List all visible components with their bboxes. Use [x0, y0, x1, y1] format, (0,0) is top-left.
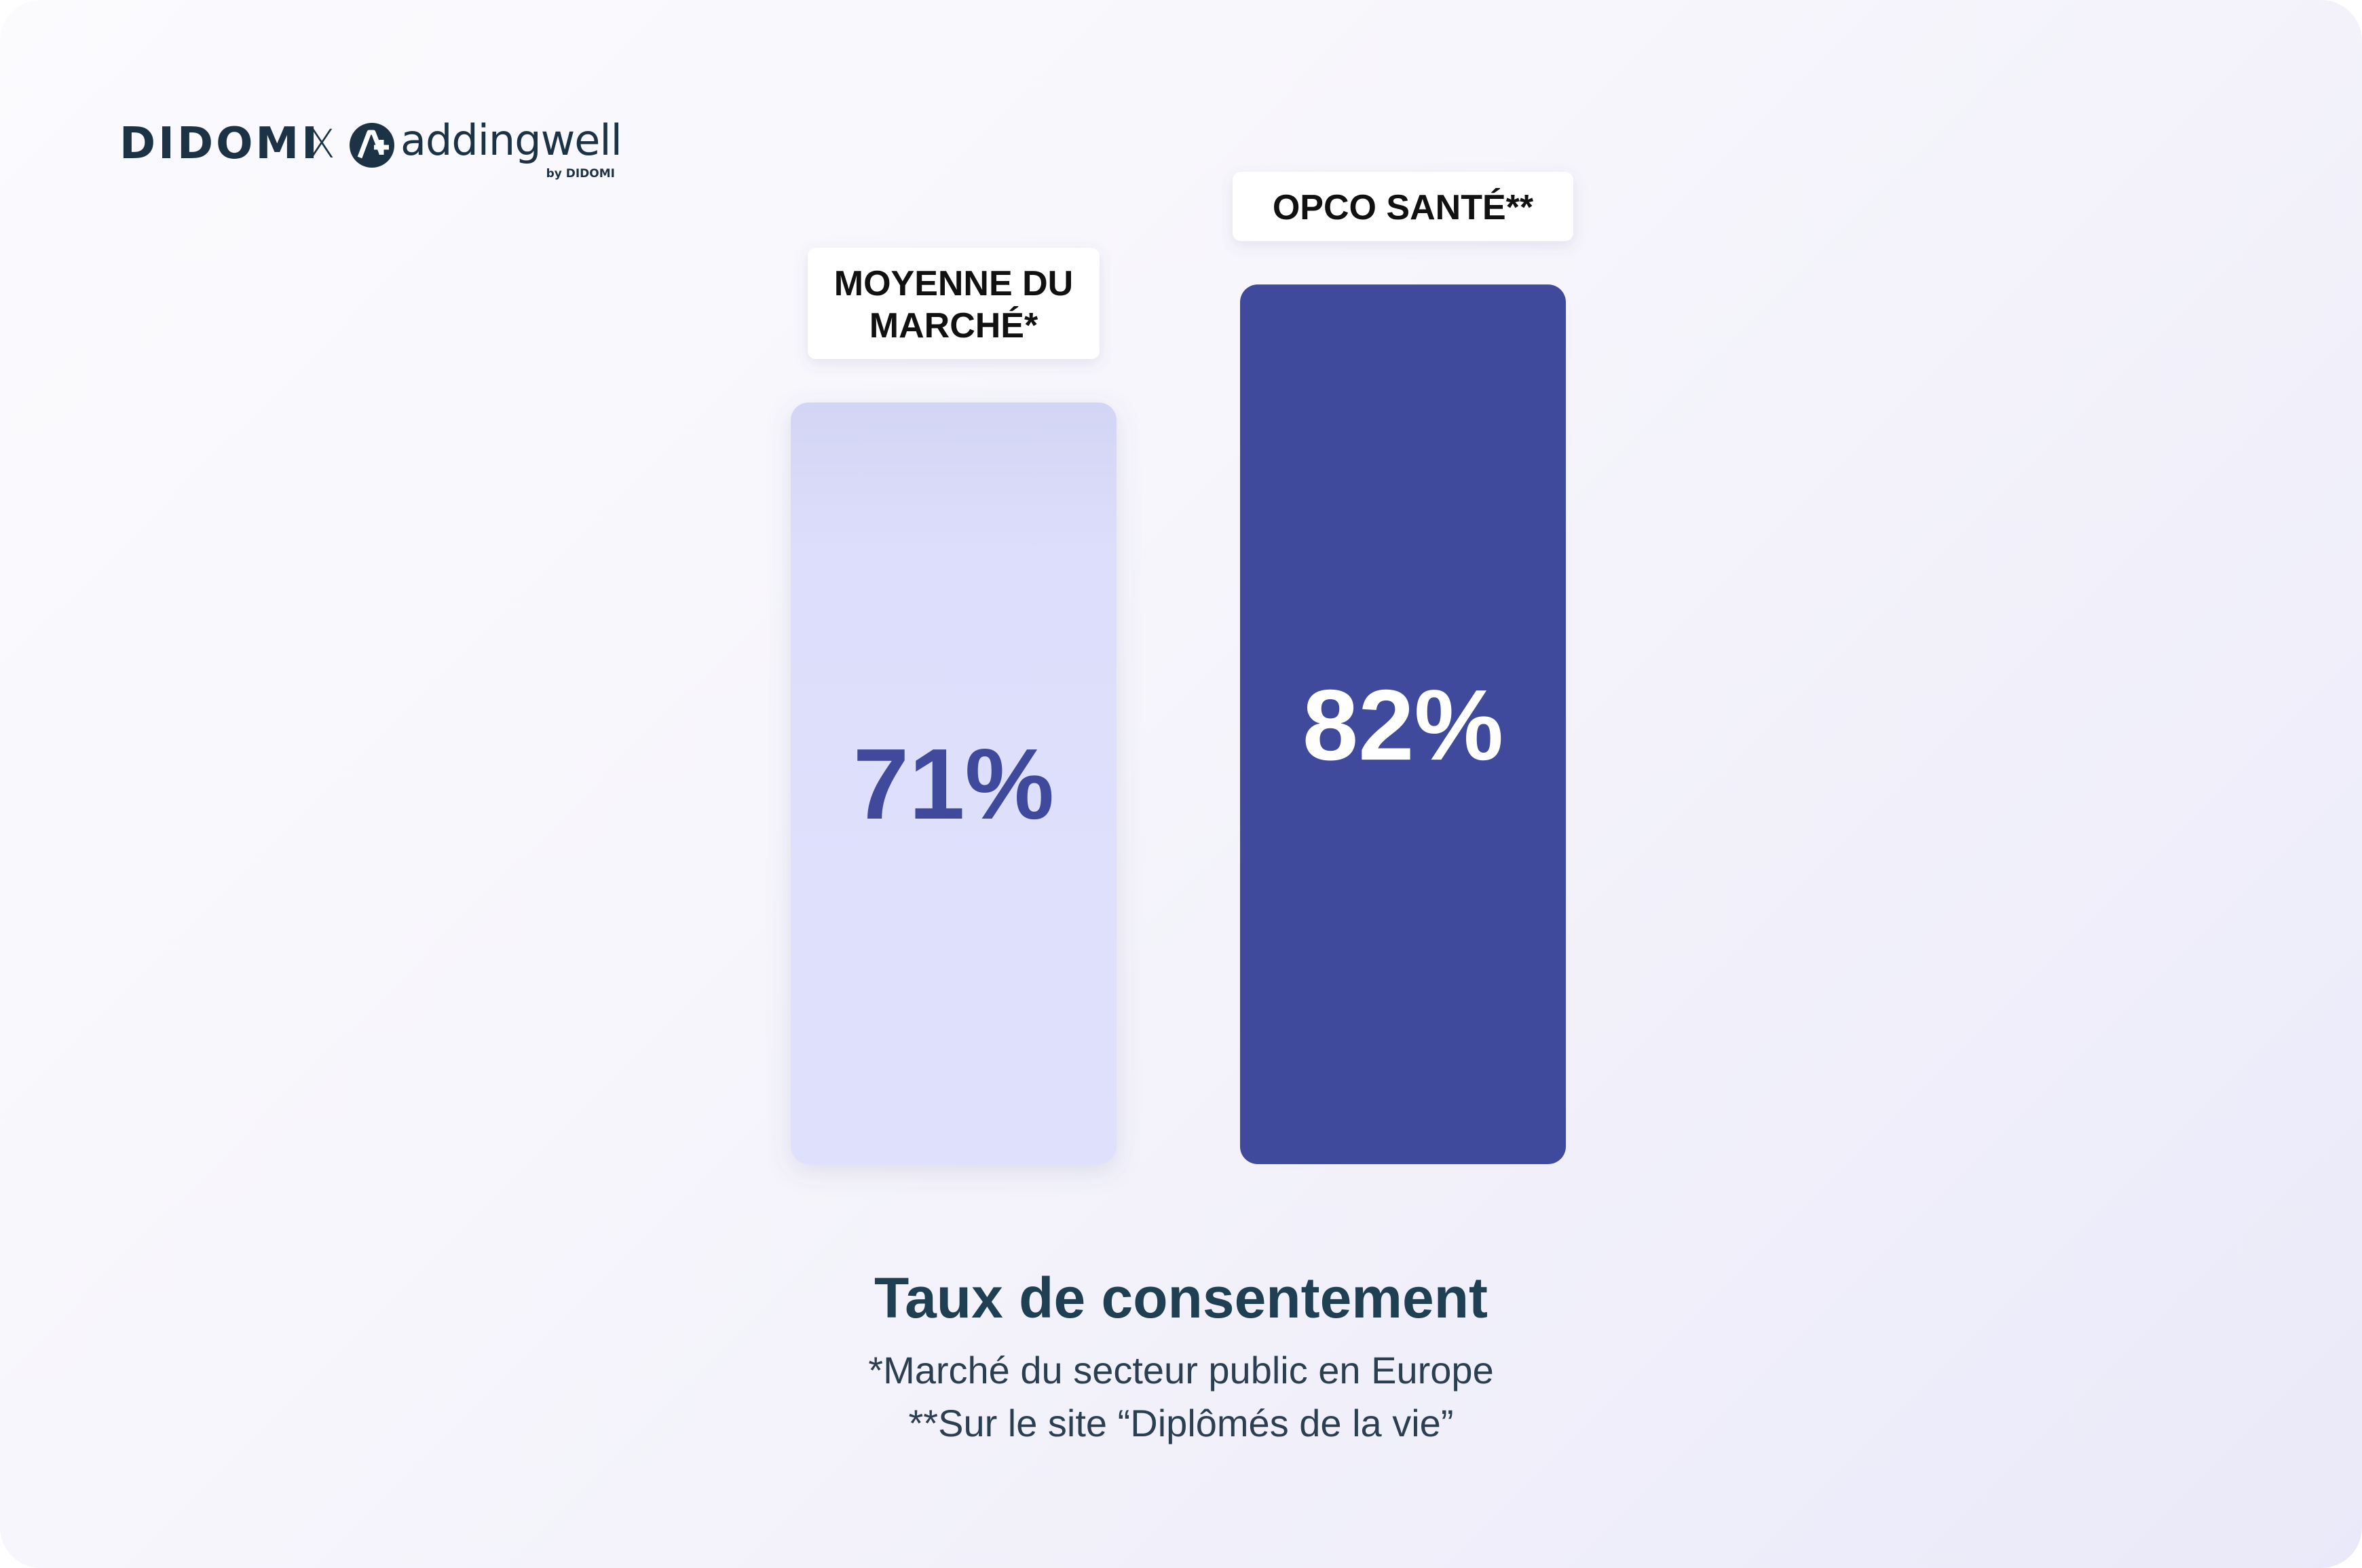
category-label-text: OPCO SANTÉ** — [1273, 188, 1534, 227]
value-label-1: 71% — [853, 728, 1054, 840]
footnote-market: *Marché du secteur public en Europe — [868, 1349, 1494, 1392]
category-label-box-1 — [808, 248, 1100, 359]
category-label-box-2 — [1233, 172, 1573, 242]
addingwell-by-line: by DIDOMI — [546, 167, 615, 181]
category-label-text: MARCHÉ* — [869, 306, 1038, 346]
addingwell-a-plus-icon — [350, 123, 394, 168]
bar-2 — [1240, 284, 1566, 1165]
logo-separator: X — [308, 121, 335, 167]
category-label-2: OPCO SANTÉ** — [1233, 172, 1573, 242]
footnote-site: **Sur le site “Diplômés de la vie” — [908, 1402, 1454, 1444]
category-label-text: MOYENNE DU — [834, 264, 1073, 303]
didomi-logo: DIDOMI — [119, 119, 320, 169]
addingwell-logo: addingwell — [400, 115, 622, 165]
value-label-2: 82% — [1302, 669, 1503, 781]
bar-1 — [791, 403, 1117, 1164]
chart-title: Taux de consentement — [874, 1266, 1488, 1330]
